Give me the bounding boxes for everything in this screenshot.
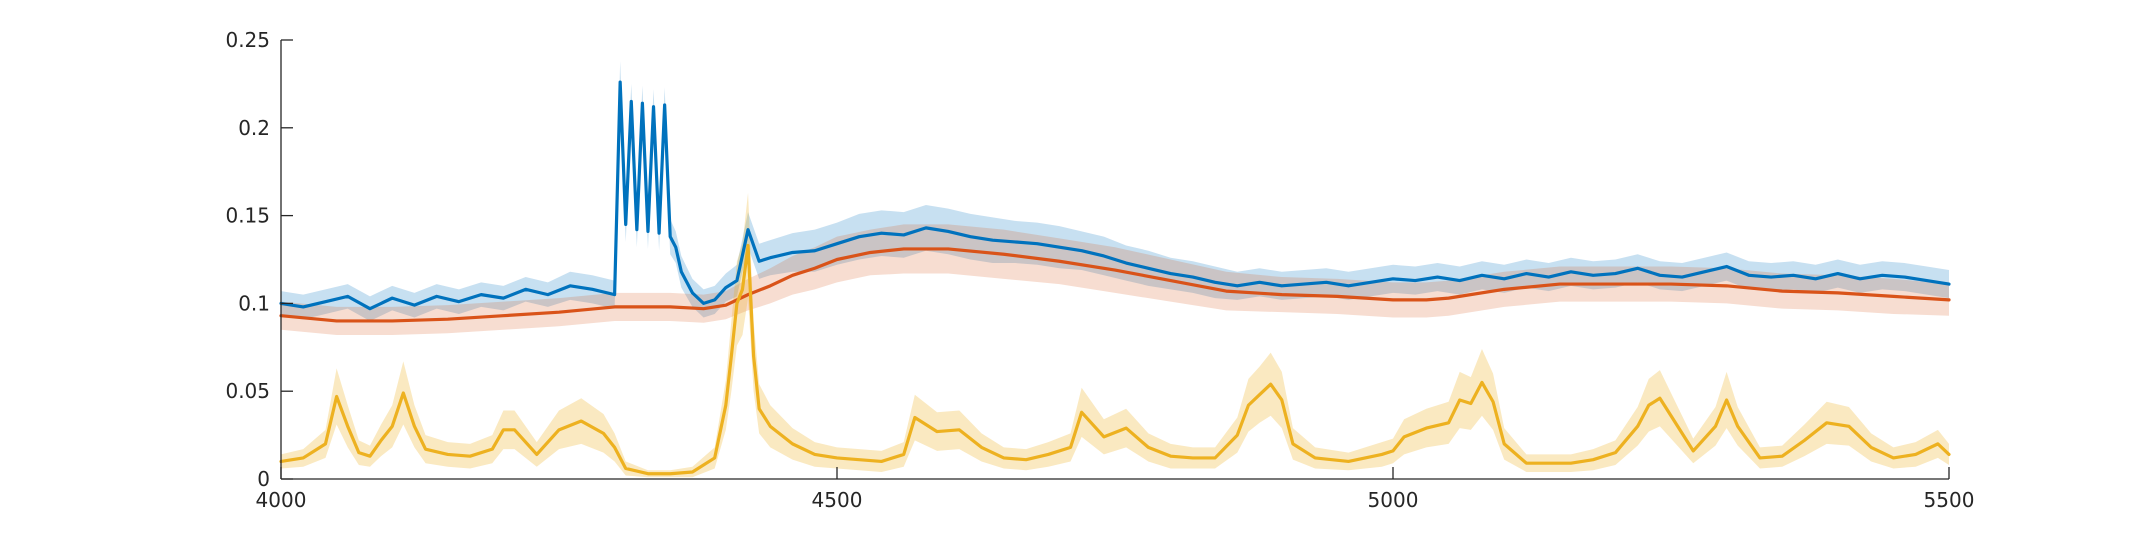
y-tick-label: 0.05 [225,379,270,403]
y-tick-label: 0.15 [225,204,270,228]
y-tick-label: 0.25 [225,28,270,52]
x-tick-label: 4500 [812,488,863,512]
y-tick-label: 0.1 [238,291,270,315]
series-1-line [279,80,1951,311]
series-lines [279,80,1951,476]
x-axis-ticks: 4000 4500 5000 5500 [256,467,1975,512]
y-tick-label: 0.2 [238,116,270,140]
y-tick-label: 0 [257,467,270,491]
x-tick-label: 5500 [1924,488,1975,512]
axes: 4000 4500 5000 5500 0 0.05 0.1 0.15 0.2 0.25 [225,28,1974,512]
series-3-band [281,192,1949,478]
series-3-line [279,243,1951,476]
series-2-line [279,247,1951,323]
x-tick-label: 5000 [1368,488,1419,512]
y-axis-ticks: 0 0.05 0.1 0.15 0.2 0.25 [225,28,293,491]
x-tick-label: 4000 [256,488,307,512]
